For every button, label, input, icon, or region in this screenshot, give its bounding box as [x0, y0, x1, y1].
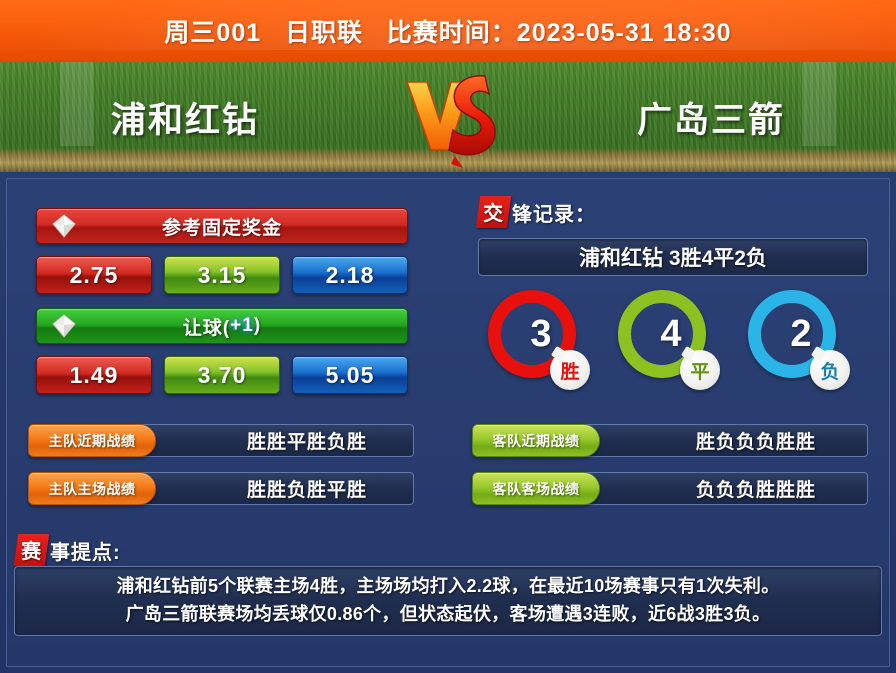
header-bar: 周三001 日职联 比赛时间：2023-05-31 18:30	[0, 0, 896, 62]
notes-line-2: 广岛三箭联赛场均丢球仅0.86个，但状态起伏，客场遭遇3连败，近6战3胜3负。	[125, 604, 771, 624]
ring-count-wins: 3	[530, 312, 552, 355]
ring-label-wins: 胜	[550, 350, 590, 390]
away-away-form-value: 负负负胜胜胜	[584, 472, 868, 505]
notes-line-1: 浦和红钻前5个联赛主场4胜，主场场均打入2.2球，在最近10场赛事只有1次失利。	[116, 576, 780, 597]
handicap-title-bar: 让球( +1 )	[36, 308, 408, 344]
handicap-odd-draw[interactable]: 3.70	[164, 356, 280, 394]
away-recent-form-value: 胜负负负胜胜	[584, 424, 868, 457]
fixed-odds-title-text: 参考固定奖金	[161, 217, 282, 239]
h2h-ring-draws: 4 平	[618, 290, 720, 390]
notes-heading-text: 事提点:	[50, 541, 121, 564]
home-home-form-row: 胜胜负胜平胜 主队主场战绩	[28, 472, 414, 505]
handicap-odd-home[interactable]: 1.49	[36, 356, 152, 394]
fixed-odd-away[interactable]: 2.18	[292, 256, 408, 294]
home-team-name: 浦和红钻	[110, 100, 259, 140]
away-recent-form-label: 客队近期战绩	[472, 424, 600, 457]
notes-heading-badge: 赛	[13, 534, 50, 566]
handicap-odd-away[interactable]: 5.05	[292, 356, 408, 394]
h2h-heading-text: 锋记录：	[512, 203, 596, 226]
handicap-title-prefix: 让球(	[182, 317, 231, 339]
notes-heading: 赛 事提点:	[13, 534, 121, 566]
h2h-heading-badge-text: 交	[483, 203, 505, 225]
h2h-ring-wins: 3 胜	[488, 290, 590, 390]
ring-count-losses: 2	[790, 312, 812, 355]
away-recent-form-row: 胜负负负胜胜 客队近期战绩	[472, 424, 868, 457]
header-title: 周三001 日职联 比赛时间：2023-05-31 18:30	[164, 19, 732, 47]
away-away-form-row: 负负负胜胜胜 客队客场战绩	[472, 472, 868, 505]
grass-banner	[0, 62, 896, 172]
h2h-heading: 交 锋记录：	[475, 196, 596, 228]
ring-label-draws: 平	[680, 350, 720, 390]
h2h-summary-bar: 浦和红钻 3胜4平2负	[478, 238, 868, 276]
home-recent-form-row: 胜胜平胜负胜 主队近期战绩	[28, 424, 414, 457]
away-away-form-label: 客队客场战绩	[472, 472, 600, 505]
home-recent-form-label: 主队近期战绩	[28, 424, 156, 457]
notes-box: 浦和红钻前5个联赛主场4胜，主场场均打入2.2球，在最近10场赛事只有1次失利。…	[14, 566, 882, 636]
ring-count-draws: 4	[660, 312, 682, 355]
fixed-odds-title-bar: 参考固定奖金	[36, 208, 408, 244]
handicap-title-suffix: )	[253, 315, 262, 336]
fixed-odd-home[interactable]: 2.75	[36, 256, 152, 294]
h2h-ring-losses: 2 负	[748, 290, 850, 390]
ring-label-losses: 负	[810, 350, 850, 390]
h2h-heading-badge: 交	[475, 196, 512, 228]
handicap-value: +1	[230, 315, 254, 336]
home-home-form-label: 主队主场战绩	[28, 472, 156, 505]
away-team-name: 广岛三箭	[636, 100, 785, 140]
vs-icon	[388, 62, 508, 177]
notes-heading-badge-text: 赛	[21, 541, 43, 563]
diamond-icon	[51, 313, 77, 339]
fixed-odd-draw[interactable]: 3.15	[164, 256, 280, 294]
home-home-form-value: 胜胜负胜平胜	[140, 472, 414, 505]
home-recent-form-value: 胜胜平胜负胜	[140, 424, 414, 457]
diamond-icon	[51, 213, 77, 239]
